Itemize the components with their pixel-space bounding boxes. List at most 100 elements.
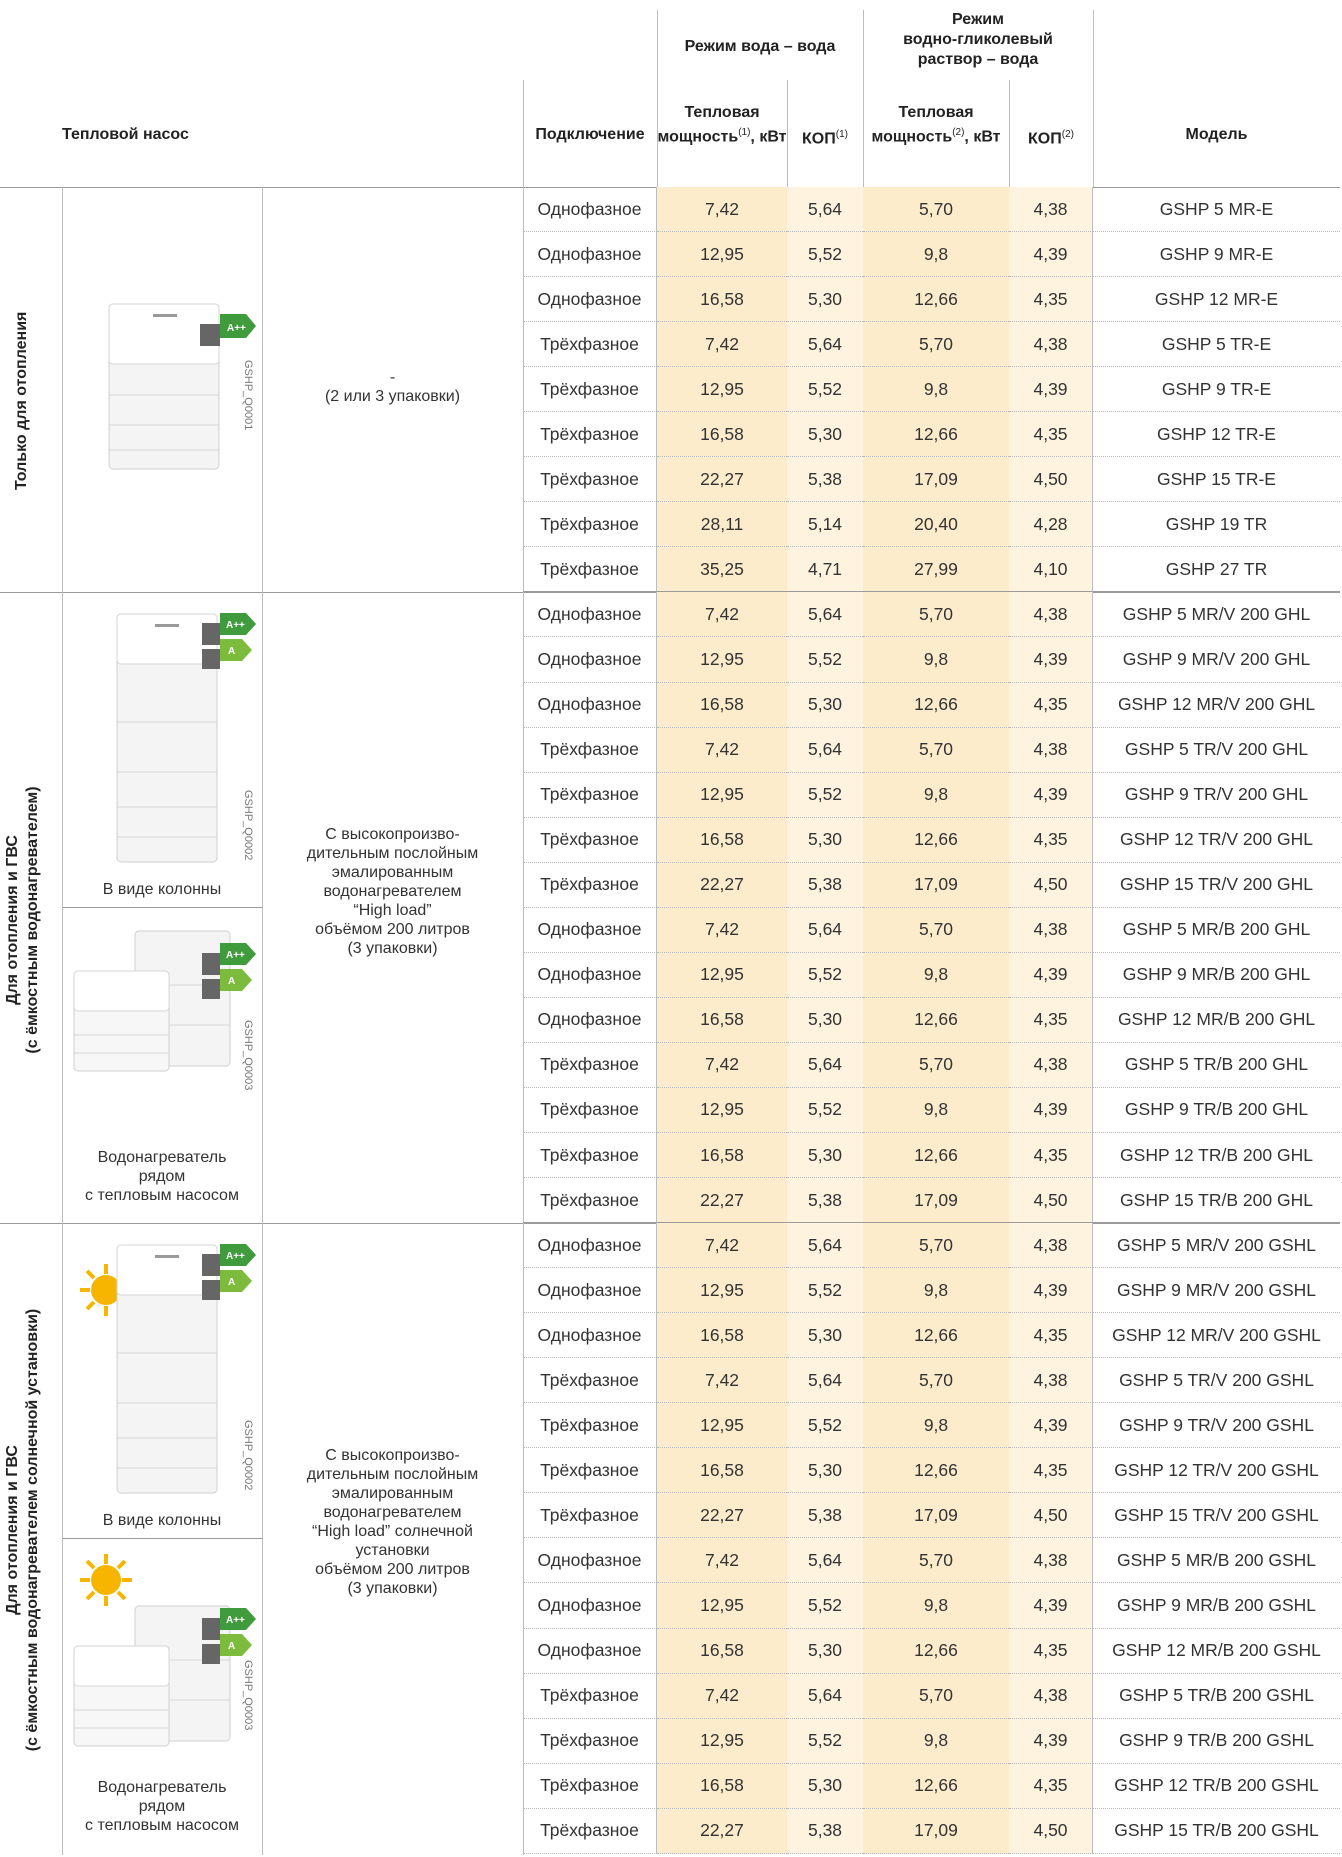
table-row: Трёхфазное 22,27 5,38 17,09 4,50 GSHP 15 TR-E xyxy=(523,457,1340,503)
energy-badge-heating-dhw-icon: A++ A xyxy=(202,1600,258,1675)
header-divider-water-cop xyxy=(787,80,788,187)
glycol-cop-cell: 4,39 xyxy=(1009,1403,1093,1449)
group3-side-caption: Водонагреватель рядом с тепловым насосом xyxy=(62,1778,262,1835)
glycol-heat-power-cell: 12,66 xyxy=(863,1448,1009,1494)
header-mode-glycol-line1: Режим xyxy=(952,11,1004,28)
water-heat-power-cell: 35,25 xyxy=(657,547,787,593)
connection-cell: Трёхфазное xyxy=(523,412,657,458)
header-model: Модель xyxy=(1185,126,1248,143)
glycol-heat-power-cell: 12,66 xyxy=(863,277,1009,323)
table-row: Однофазное 7,42 5,64 5,70 4,38 GSHP 5 MR/B 20… xyxy=(523,907,1340,953)
model-cell: GSHP 9 MR/V 200 GSHL xyxy=(1093,1268,1340,1314)
model-cell: GSHP 9 MR-E xyxy=(1093,232,1340,278)
connection-cell: Трёхфазное xyxy=(523,1448,657,1494)
model-cell: GSHP 15 TR-E xyxy=(1093,457,1340,503)
model-cell: GSHP 9 TR/B 200 GSHL xyxy=(1093,1719,1340,1764)
desc-line: объёмом 200 литров xyxy=(315,1561,470,1578)
header-mode-glycol: Режим водно-гликолевый раствор – вода xyxy=(863,10,1093,70)
connection-cell: Однофазное xyxy=(523,1583,657,1629)
model-cell: GSHP 12 TR/V 200 GSHL xyxy=(1093,1448,1340,1494)
glycol-cop-cell: 4,50 xyxy=(1009,862,1093,908)
group2-label: Для отопления и ГВС (с ёмкостным водонаг… xyxy=(3,700,43,1140)
glycol-heat-power-cell: 9,8 xyxy=(863,232,1009,278)
water-heat-power-cell: 16,58 xyxy=(657,277,787,323)
connection-cell: Трёхфазное xyxy=(523,322,657,368)
energy-class-heating: A++ xyxy=(226,1615,245,1626)
group2-label-line2: (с ёмкостным водонагревателем) xyxy=(24,786,41,1054)
glycol-cop-cell: 4,50 xyxy=(1009,457,1093,503)
group2-column-code: GSHP_Q0002 xyxy=(242,790,254,861)
water-heat-power-cell: 12,95 xyxy=(657,952,787,998)
side-caption-line1: Водонагреватель xyxy=(97,1149,227,1166)
glycol-heat-power-cell: 9,8 xyxy=(863,772,1009,818)
water-heat-power-cell: 22,27 xyxy=(657,457,787,503)
energy-class-heating: A++ xyxy=(226,620,245,631)
water-heat-power-cell: 12,95 xyxy=(657,232,787,278)
water-cop-cell: 5,52 xyxy=(787,952,863,998)
energy-class-heating: A++ xyxy=(226,950,245,961)
water-heat-power-cell: 12,95 xyxy=(657,1718,787,1764)
header-heat-power-unit: , кВт xyxy=(964,128,1001,146)
model-cell: GSHP 5 TR/V 200 GHL xyxy=(1093,728,1340,773)
water-heat-power-cell: 12,95 xyxy=(657,367,787,413)
water-cop-cell: 5,64 xyxy=(787,727,863,773)
model-cell: GSHP 12 MR-E xyxy=(1093,277,1340,323)
group3-label-line2: (с ёмкостным водонагревателем солнечной … xyxy=(24,1308,41,1752)
group1-image-code: GSHP_Q0001 xyxy=(242,360,254,431)
glycol-heat-power-cell: 5,70 xyxy=(863,322,1009,368)
table-row: Трёхфазное 12,95 5,52 9,8 4,39 GSHP 9 TR/B 20… xyxy=(523,1718,1340,1764)
glycol-heat-power-cell: 12,66 xyxy=(863,997,1009,1043)
table-row: Трёхфазное 12,95 5,52 9,8 4,39 GSHP 9 TR/V 20… xyxy=(523,1403,1340,1449)
table-row: Трёхфазное 28,11 5,14 20,40 4,28 GSHP 19 TR xyxy=(523,502,1340,548)
connection-cell: Однофазное xyxy=(523,1313,657,1359)
left-divider-label xyxy=(62,187,63,1855)
glycol-heat-power-cell: 12,66 xyxy=(863,1628,1009,1674)
glycol-cop-cell: 4,35 xyxy=(1009,1628,1093,1674)
water-heat-power-cell: 22,27 xyxy=(657,1808,787,1854)
desc-line: эмалированным xyxy=(331,1485,454,1502)
header-divider-glycol-mode xyxy=(863,10,864,187)
table-row: Однофазное 7,42 5,64 5,70 4,38 GSHP 5 MR/V 20… xyxy=(523,1223,1340,1269)
table-row: Трёхфазное 7,42 5,64 5,70 4,38 GSHP 5 TR/B 20… xyxy=(523,1673,1340,1719)
glycol-cop-cell: 4,38 xyxy=(1009,1673,1093,1719)
table-row: Трёхфазное 12,95 5,52 9,8 4,39 GSHP 9 TR-E xyxy=(523,367,1340,413)
group3-description: С высокопроизво- дительным послойным эма… xyxy=(262,1446,523,1598)
water-cop-cell: 5,64 xyxy=(787,1538,863,1584)
water-cop-cell: 5,30 xyxy=(787,997,863,1043)
glycol-heat-power-cell: 9,8 xyxy=(863,637,1009,683)
connection-cell: Однофазное xyxy=(523,952,657,998)
connection-cell: Однофазное xyxy=(523,682,657,728)
group2-column-image xyxy=(115,612,225,872)
side-caption-line3: с тепловым насосом xyxy=(85,1817,239,1834)
connection-cell: Однофазное xyxy=(523,232,657,278)
table-row: Трёхфазное 7,42 5,64 5,70 4,38 GSHP 5 TR/B 20… xyxy=(523,1042,1340,1088)
header-divider-model xyxy=(1093,10,1094,187)
energy-class-label: A++ xyxy=(227,323,246,334)
glycol-heat-power-cell: 9,8 xyxy=(863,1268,1009,1314)
glycol-heat-power-cell: 5,70 xyxy=(863,592,1009,638)
glycol-cop-cell: 4,39 xyxy=(1009,1087,1093,1133)
connection-cell: Трёхфазное xyxy=(523,547,657,593)
desc-line: эмалированным xyxy=(331,864,454,881)
table-row: Трёхфазное 22,27 5,38 17,09 4,50 GSHP 15 TR/B… xyxy=(523,1808,1340,1854)
glycol-cop-cell: 4,35 xyxy=(1009,412,1093,458)
energy-class-dhw: A xyxy=(228,1277,235,1288)
table-row: Однофазное 12,95 5,52 9,8 4,39 GSHP 9 MR/V 20… xyxy=(523,637,1340,683)
table-row: Однофазное 7,42 5,64 5,70 4,38 GSHP 5 MR-E xyxy=(523,187,1340,233)
desc-line: (3 упаковки) xyxy=(347,940,438,957)
model-table-body: Однофазное 7,42 5,64 5,70 4,38 GSHP 5 MR-E Одн… xyxy=(523,187,1340,1854)
water-heat-power-cell: 7,42 xyxy=(657,592,787,638)
glycol-cop-cell: 4,38 xyxy=(1009,1538,1093,1584)
group2-label-line1: Для отопления и ГВС xyxy=(4,835,21,1005)
connection-cell: Трёхфазное xyxy=(523,502,657,548)
table-row: Трёхфазное 35,25 4,71 27,99 4,10 GSHP 27 TR xyxy=(523,547,1340,593)
water-heat-power-cell: 16,58 xyxy=(657,412,787,458)
model-cell: GSHP 12 TR-E xyxy=(1093,412,1340,458)
glycol-heat-power-cell: 5,70 xyxy=(863,907,1009,953)
water-heat-power-cell: 16,58 xyxy=(657,1132,787,1179)
group3-label: Для отопления и ГВС (с ёмкостным водонаг… xyxy=(3,1260,43,1800)
table-row: Однофазное 16,58 5,30 12,66 4,35 GSHP 12 MR/B… xyxy=(523,1628,1340,1674)
water-cop-cell: 5,38 xyxy=(787,1178,863,1224)
glycol-cop-cell: 4,10 xyxy=(1009,547,1093,593)
water-heat-power-cell: 7,42 xyxy=(657,907,787,953)
